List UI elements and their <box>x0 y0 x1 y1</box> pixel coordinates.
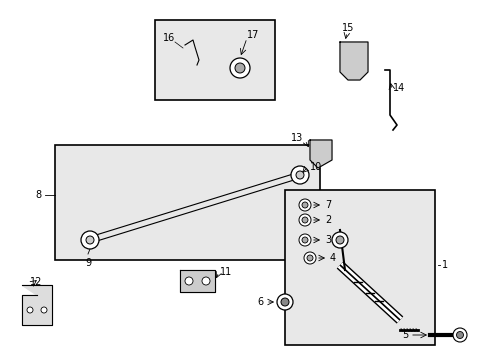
Text: 13: 13 <box>290 133 303 143</box>
Polygon shape <box>339 42 367 80</box>
Text: 7: 7 <box>325 200 330 210</box>
Circle shape <box>229 58 249 78</box>
Circle shape <box>81 231 99 249</box>
Circle shape <box>202 277 209 285</box>
Polygon shape <box>180 270 215 292</box>
Circle shape <box>335 236 343 244</box>
Text: 8: 8 <box>36 190 42 200</box>
Circle shape <box>41 307 47 313</box>
Circle shape <box>452 328 466 342</box>
Bar <box>55 145 319 260</box>
Circle shape <box>302 202 307 208</box>
Circle shape <box>302 237 307 243</box>
Polygon shape <box>22 285 52 325</box>
Bar <box>285 190 434 345</box>
Circle shape <box>331 232 347 248</box>
Circle shape <box>295 171 304 179</box>
Circle shape <box>298 234 310 246</box>
Circle shape <box>306 255 312 261</box>
Text: 3: 3 <box>325 235 330 245</box>
Text: 16: 16 <box>163 33 175 43</box>
Text: 15: 15 <box>341 23 354 33</box>
Polygon shape <box>309 140 331 168</box>
Circle shape <box>290 166 308 184</box>
Circle shape <box>302 217 307 223</box>
Circle shape <box>86 236 94 244</box>
Text: 5: 5 <box>401 330 407 340</box>
Text: 10: 10 <box>309 162 322 172</box>
Circle shape <box>184 277 193 285</box>
Text: 12: 12 <box>30 277 42 287</box>
Circle shape <box>281 298 288 306</box>
Circle shape <box>298 214 310 226</box>
Text: 6: 6 <box>257 297 264 307</box>
Circle shape <box>276 294 292 310</box>
Circle shape <box>27 307 33 313</box>
Circle shape <box>235 63 244 73</box>
Text: 17: 17 <box>246 30 259 40</box>
Text: 4: 4 <box>329 253 335 263</box>
Circle shape <box>456 332 463 338</box>
Text: 1: 1 <box>441 260 447 270</box>
Circle shape <box>298 199 310 211</box>
Text: 11: 11 <box>220 267 232 277</box>
Bar <box>155 20 274 100</box>
Circle shape <box>304 252 315 264</box>
Text: 14: 14 <box>392 83 405 93</box>
Text: 2: 2 <box>325 215 330 225</box>
Text: 9: 9 <box>85 258 91 268</box>
